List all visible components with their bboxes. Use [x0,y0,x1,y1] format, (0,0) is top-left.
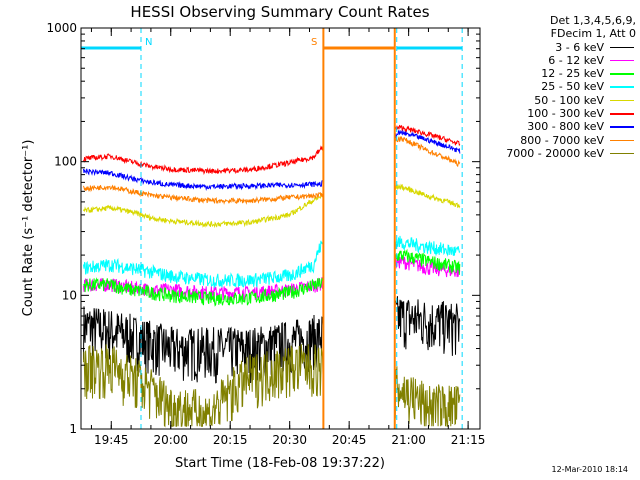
x-axis-label: Start Time (18-Feb-08 19:37:22) [175,456,385,471]
legend-entry-8: 7000 - 20000 keV [478,147,636,160]
series-line-2 [83,248,461,307]
legend-entry-1: 6 - 12 keV [478,54,636,67]
legend-label: 12 - 25 keV [541,67,604,81]
legend-swatch [610,73,634,75]
y-tick-label-3: 1000 [46,21,77,35]
x-tick-label-6: 21:15 [451,433,486,447]
y-axis-label: Count Rate (s⁻¹ detector⁻¹) [21,140,36,317]
x-tick-label-0: 19:45 [94,433,129,447]
x-tick-label-3: 20:30 [272,433,307,447]
legend-swatch [610,59,634,62]
series-line-6 [83,129,461,192]
legend-swatch [610,152,634,155]
x-tick-label-4: 20:45 [332,433,367,447]
legend-swatch [610,139,634,142]
series-line-3 [83,235,461,289]
legend: Det 1,3,4,5,6,9, FDecim 1, Att 0 3 - 6 k… [478,14,636,160]
series-line-4 [83,183,461,229]
legend-entry-7: 800 - 7000 keV [478,134,636,147]
generated-timestamp: 12-Mar-2010 18:14 [551,465,629,474]
flag-label-1: S [311,37,317,48]
legend-label: 800 - 7000 keV [520,133,604,147]
y-tick-label-2: 100 [54,155,77,169]
flag-label-0: N [145,37,152,48]
legend-header-line-2: FDecim 1, Att 0 [550,27,636,41]
y-tick-label-1: 10 [62,288,77,302]
legend-entry-2: 12 - 25 keV [478,67,636,80]
y-tick-label-0: 1 [69,422,77,436]
legend-entry-6: 300 - 800 keV [478,120,636,133]
legend-label: 6 - 12 keV [548,53,604,67]
chart-title: HESSI Observing Summary Count Rates [130,3,429,21]
legend-label: 100 - 300 keV [527,107,604,121]
legend-header-line-1: Det 1,3,4,5,6,9, [549,14,636,27]
legend-label: 50 - 100 keV [534,93,604,107]
legend-entry-3: 25 - 50 keV [478,80,636,93]
x-tick-label-5: 21:00 [391,433,426,447]
x-tick-label-2: 20:15 [213,433,248,447]
legend-entry-4: 50 - 100 keV [478,94,636,107]
legend-label: 3 - 6 keV [555,40,604,54]
x-tick-label-1: 20:00 [153,433,188,447]
legend-swatch [610,46,634,49]
legend-label: 7000 - 20000 keV [506,146,604,160]
series-line-5 [83,124,461,176]
legend-entry-0: 3 - 6 keV [478,41,636,54]
series-line-8 [83,344,461,428]
legend-swatch [610,113,634,115]
plot-frame [80,27,481,430]
legend-swatch [610,86,634,88]
legend-label: 25 - 50 keV [541,80,604,94]
legend-entry-5: 100 - 300 keV [478,107,636,120]
legend-swatch [610,126,634,128]
legend-label: 300 - 800 keV [527,120,604,134]
series-line-7 [83,135,461,205]
legend-swatch [610,99,634,102]
